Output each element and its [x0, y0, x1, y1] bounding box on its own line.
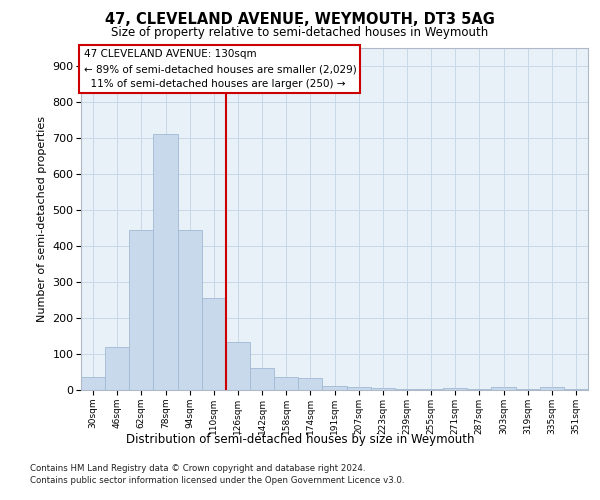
- Text: Contains HM Land Registry data © Crown copyright and database right 2024.: Contains HM Land Registry data © Crown c…: [30, 464, 365, 473]
- Bar: [467, 388, 491, 390]
- Text: Size of property relative to semi-detached houses in Weymouth: Size of property relative to semi-detach…: [112, 26, 488, 39]
- Text: Distribution of semi-detached houses by size in Weymouth: Distribution of semi-detached houses by …: [126, 432, 474, 446]
- Bar: [274, 376, 298, 390]
- Text: Contains public sector information licensed under the Open Government Licence v3: Contains public sector information licen…: [30, 476, 404, 485]
- Bar: [202, 298, 226, 390]
- Bar: [347, 387, 371, 390]
- Bar: [250, 368, 274, 390]
- Bar: [226, 342, 250, 390]
- Text: 47, CLEVELAND AVENUE, WEYMOUTH, DT3 5AG: 47, CLEVELAND AVENUE, WEYMOUTH, DT3 5AG: [105, 12, 495, 28]
- Bar: [395, 389, 419, 390]
- Y-axis label: Number of semi-detached properties: Number of semi-detached properties: [37, 116, 47, 322]
- Bar: [81, 378, 105, 390]
- Bar: [419, 389, 443, 390]
- Bar: [443, 388, 467, 390]
- Bar: [154, 134, 178, 390]
- Bar: [105, 348, 129, 390]
- Bar: [129, 230, 154, 390]
- Bar: [540, 388, 564, 390]
- Text: 47 CLEVELAND AVENUE: 130sqm
← 89% of semi-detached houses are smaller (2,029)
  : 47 CLEVELAND AVENUE: 130sqm ← 89% of sem…: [83, 49, 356, 89]
- Bar: [298, 378, 322, 390]
- Bar: [178, 230, 202, 390]
- Bar: [491, 387, 515, 390]
- Bar: [564, 389, 588, 390]
- Bar: [371, 388, 395, 390]
- Bar: [322, 386, 347, 390]
- Bar: [515, 388, 540, 390]
